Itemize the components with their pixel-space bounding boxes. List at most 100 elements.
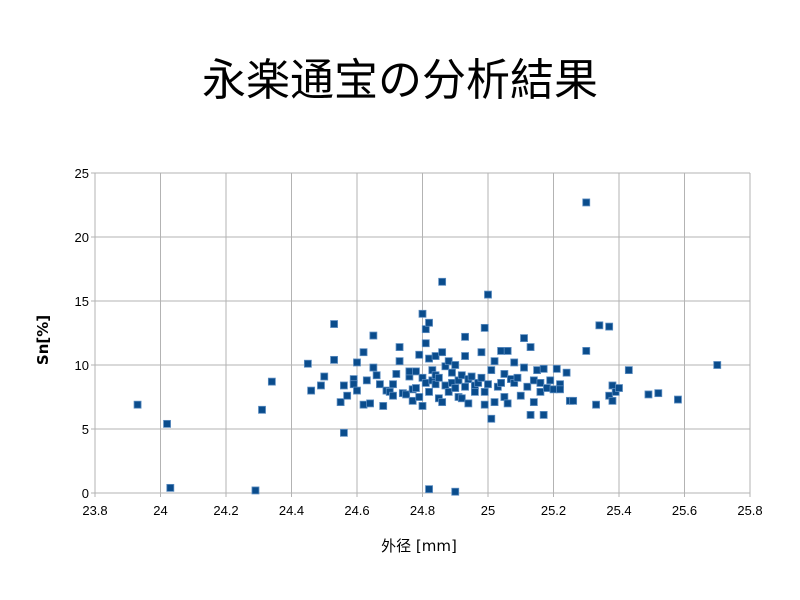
data-point	[392, 370, 401, 378]
data-point	[366, 399, 375, 408]
data-point	[425, 354, 433, 363]
data-point	[412, 367, 420, 376]
data-point	[523, 382, 532, 391]
data-point	[624, 366, 633, 375]
data-point	[336, 398, 345, 407]
data-point	[353, 358, 361, 367]
data-point	[490, 398, 499, 407]
data-point	[490, 357, 499, 366]
data-point	[487, 366, 496, 375]
data-point	[431, 352, 440, 360]
x-tick-label: 25.8	[737, 503, 762, 518]
data-point	[431, 380, 440, 389]
x-tick-label: 25.4	[606, 503, 631, 518]
data-point	[595, 321, 604, 330]
data-point	[317, 381, 325, 390]
data-point	[434, 373, 443, 382]
data-point	[133, 400, 142, 409]
data-point	[556, 385, 564, 394]
data-point	[487, 414, 496, 423]
data-point	[425, 318, 433, 327]
data-point	[421, 379, 430, 387]
data-point	[415, 350, 424, 359]
data-point	[343, 391, 352, 400]
data-point	[516, 391, 525, 400]
data-point	[451, 361, 460, 369]
data-point	[425, 485, 433, 494]
data-point	[163, 419, 171, 428]
data-point	[405, 367, 414, 376]
data-point	[608, 381, 617, 390]
data-point	[251, 486, 260, 495]
data-point	[415, 393, 424, 401]
data-point	[339, 428, 348, 437]
data-point	[421, 339, 430, 348]
data-points	[133, 198, 722, 496]
data-point	[500, 393, 509, 401]
data-point	[438, 398, 447, 407]
data-point	[484, 290, 492, 299]
data-point	[448, 368, 456, 377]
data-point	[457, 394, 466, 403]
data-point	[477, 348, 486, 357]
data-point	[369, 331, 378, 340]
x-tick-label: 25.6	[672, 503, 697, 518]
data-point	[503, 347, 512, 355]
data-point	[349, 380, 358, 389]
data-point	[376, 380, 384, 389]
x-tick-label: 25	[481, 503, 495, 518]
data-point	[303, 359, 312, 368]
data-point	[536, 379, 545, 387]
data-point	[497, 379, 506, 387]
data-point	[307, 386, 316, 395]
data-point	[258, 405, 266, 414]
x-tick-label: 24.2	[213, 503, 238, 518]
grid-lines	[94, 172, 751, 494]
data-point	[461, 382, 469, 391]
data-point	[395, 357, 404, 366]
data-point	[457, 371, 466, 380]
data-point	[166, 483, 175, 492]
data-point	[713, 361, 722, 369]
data-point	[520, 363, 528, 372]
data-point	[470, 387, 479, 396]
data-point	[546, 376, 555, 385]
data-point	[425, 387, 433, 396]
y-tick-labels: 0 5 10 15 20 25	[75, 166, 89, 501]
data-point	[461, 352, 469, 360]
data-point	[267, 377, 276, 386]
data-point	[526, 343, 535, 351]
y-tick-label: 0	[82, 486, 89, 501]
data-point	[438, 277, 447, 286]
x-tick-label: 24	[153, 503, 167, 518]
data-point	[353, 386, 361, 395]
data-point	[582, 347, 591, 355]
data-point	[569, 396, 578, 405]
data-point	[320, 372, 329, 381]
data-point	[539, 364, 548, 373]
data-point	[529, 376, 538, 385]
x-tick-labels: 23.8 24 24.2 24.4 24.6 24.8 25 25.2 25.4 25.6 25.8	[82, 503, 762, 518]
y-axis-label: Sn[%]	[34, 315, 52, 365]
x-tick-label: 24.8	[410, 503, 435, 518]
data-point	[418, 309, 427, 318]
data-point	[408, 396, 417, 405]
data-point	[441, 381, 450, 390]
data-point	[444, 357, 453, 366]
data-point	[421, 325, 430, 334]
data-point	[503, 399, 512, 408]
axes	[91, 172, 751, 497]
data-point	[339, 381, 348, 390]
data-point	[520, 334, 528, 343]
data-point	[552, 364, 561, 373]
data-point	[500, 370, 509, 378]
x-tick-label: 23.8	[82, 503, 107, 518]
data-point	[480, 400, 489, 409]
data-point	[480, 323, 489, 332]
data-point	[592, 400, 600, 409]
data-point	[674, 395, 682, 404]
data-point	[477, 373, 486, 382]
data-point	[543, 384, 551, 392]
data-point	[444, 387, 453, 396]
